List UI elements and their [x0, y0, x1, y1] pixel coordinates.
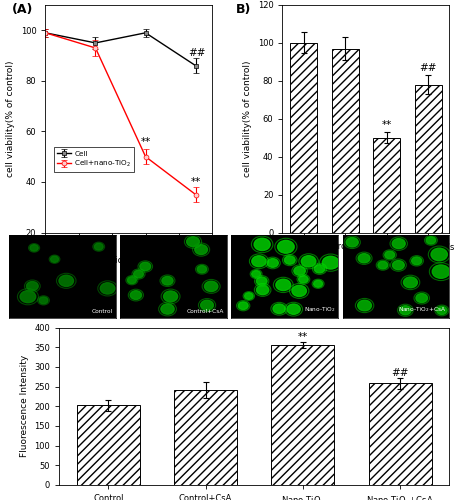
Text: **: **: [191, 177, 201, 187]
Circle shape: [294, 266, 306, 276]
Circle shape: [30, 244, 38, 251]
Circle shape: [252, 270, 261, 278]
Circle shape: [39, 297, 48, 304]
Text: (A): (A): [12, 2, 34, 16]
Circle shape: [187, 236, 199, 246]
Text: **: **: [140, 136, 151, 146]
Circle shape: [412, 257, 422, 264]
Bar: [332, 48, 359, 232]
Text: ##: ##: [391, 368, 409, 378]
Text: ##: ##: [188, 48, 206, 58]
Circle shape: [245, 292, 253, 300]
Circle shape: [163, 291, 178, 302]
Bar: [373, 138, 400, 232]
Text: **: **: [382, 120, 392, 130]
Y-axis label: cell viability(% of control): cell viability(% of control): [6, 60, 15, 177]
Circle shape: [257, 285, 269, 294]
Circle shape: [20, 290, 36, 302]
Y-axis label: cell viability(% of control): cell viability(% of control): [243, 60, 252, 177]
Circle shape: [437, 306, 447, 314]
Legend: Cell, Cell+nano-TiO$_2$: Cell, Cell+nano-TiO$_2$: [54, 148, 134, 172]
Text: Nano-TiO$_2$+CsA: Nano-TiO$_2$+CsA: [398, 306, 446, 314]
Circle shape: [140, 262, 151, 270]
Circle shape: [100, 282, 115, 294]
Circle shape: [431, 248, 447, 261]
Bar: [271, 345, 335, 485]
X-axis label: Irradiation time(min): Irradiation time(min): [82, 256, 176, 265]
Circle shape: [426, 236, 436, 244]
Circle shape: [195, 244, 207, 254]
Text: ##: ##: [419, 63, 437, 73]
Bar: [415, 84, 442, 233]
Circle shape: [257, 277, 267, 285]
Circle shape: [26, 282, 38, 290]
Circle shape: [201, 300, 213, 310]
Circle shape: [301, 256, 316, 267]
Text: **: **: [298, 332, 308, 342]
Circle shape: [162, 276, 173, 285]
Circle shape: [314, 264, 325, 273]
Circle shape: [238, 302, 248, 310]
Text: B): B): [236, 2, 251, 16]
Circle shape: [404, 277, 417, 288]
Circle shape: [392, 238, 405, 248]
Circle shape: [161, 304, 174, 314]
Circle shape: [252, 256, 266, 267]
Circle shape: [378, 262, 388, 269]
Circle shape: [276, 279, 291, 290]
Circle shape: [292, 286, 306, 296]
Circle shape: [416, 294, 428, 302]
Circle shape: [277, 240, 294, 253]
Circle shape: [358, 300, 371, 311]
Circle shape: [400, 306, 411, 315]
Text: Control+CsA: Control+CsA: [187, 309, 224, 314]
Circle shape: [204, 281, 218, 291]
Circle shape: [273, 304, 286, 314]
Circle shape: [287, 304, 300, 314]
Bar: [290, 43, 317, 232]
Circle shape: [197, 266, 207, 273]
Circle shape: [322, 256, 339, 269]
Circle shape: [346, 238, 358, 247]
Circle shape: [94, 244, 103, 250]
Circle shape: [50, 256, 59, 262]
Circle shape: [133, 270, 143, 278]
Bar: [77, 406, 140, 485]
Circle shape: [385, 251, 395, 259]
Circle shape: [314, 280, 322, 287]
Y-axis label: Fluorescence Intensity: Fluorescence Intensity: [20, 355, 29, 458]
Circle shape: [358, 254, 370, 263]
Circle shape: [284, 256, 295, 264]
Circle shape: [130, 290, 142, 300]
Circle shape: [267, 258, 278, 268]
Circle shape: [299, 276, 308, 283]
Circle shape: [392, 260, 405, 270]
Circle shape: [432, 265, 449, 278]
Text: Control: Control: [92, 309, 113, 314]
Text: Nano-TiO$_2$: Nano-TiO$_2$: [304, 306, 335, 314]
Circle shape: [254, 238, 270, 250]
Circle shape: [128, 276, 136, 283]
Bar: [174, 390, 237, 485]
Circle shape: [59, 275, 74, 286]
Bar: [369, 384, 432, 485]
